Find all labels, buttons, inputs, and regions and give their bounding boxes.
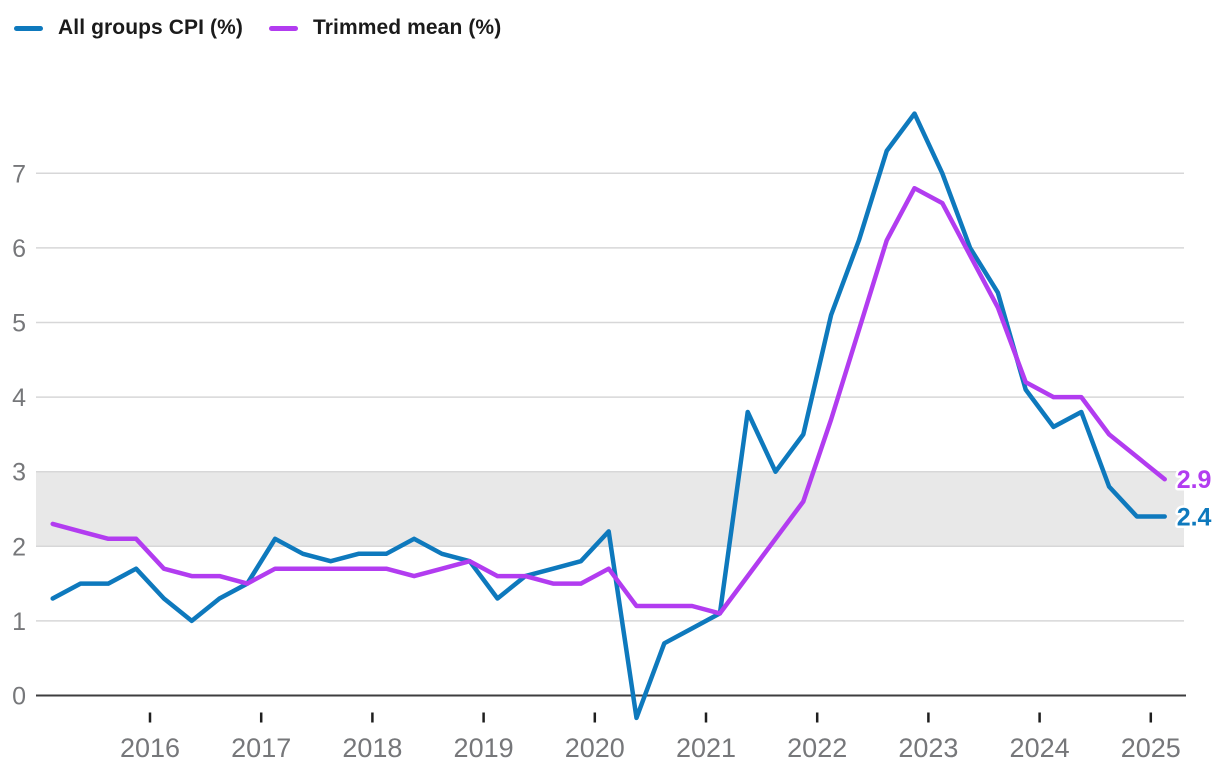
- x-axis-label-2018: 2018: [342, 733, 402, 763]
- chart-legend: All groups CPI (%) Trimmed mean (%): [14, 16, 501, 40]
- trimmed-mean-end-label: 2.9: [1177, 466, 1212, 494]
- y-axis-label-0: 0: [12, 683, 26, 711]
- legend-label-trimmed-mean: Trimmed mean (%): [312, 16, 502, 39]
- y-axis-label-3: 3: [12, 459, 26, 487]
- y-axis-label-5: 5: [12, 310, 26, 338]
- legend-label-all-groups-cpi: All groups CPI (%): [58, 16, 243, 39]
- all-groups-cpi-line: [50, 111, 1167, 721]
- legend-item-all-groups-cpi: All groups CPI (%): [14, 16, 243, 40]
- x-axis-label-2017: 2017: [231, 733, 291, 763]
- y-axis-label-4: 4: [12, 384, 26, 412]
- cpi-line-swatch-icon: [14, 25, 43, 31]
- x-axis-label-2025: 2025: [1121, 733, 1181, 763]
- x-axis-label-2016: 2016: [120, 733, 180, 763]
- x-axis-label-2019: 2019: [454, 733, 514, 763]
- x-axis-label-2024: 2024: [1010, 733, 1070, 763]
- x-axis-label-2021: 2021: [676, 733, 736, 763]
- y-axis-label-6: 6: [12, 235, 26, 263]
- x-axis-label-2023: 2023: [898, 733, 958, 763]
- y-axis-label-2: 2: [12, 533, 26, 561]
- legend-item-trimmed-mean: Trimmed mean (%): [268, 16, 502, 40]
- trimmed-mean-swatch-icon: [268, 25, 298, 31]
- trimmed-mean-line: [50, 185, 1167, 616]
- all-groups-cpi-end-label: 2.4: [1177, 503, 1212, 531]
- x-axis-label-2020: 2020: [565, 733, 625, 763]
- y-axis-label-1: 1: [12, 608, 26, 636]
- y-axis-label-7: 7: [12, 160, 26, 188]
- x-axis-label-2022: 2022: [787, 733, 847, 763]
